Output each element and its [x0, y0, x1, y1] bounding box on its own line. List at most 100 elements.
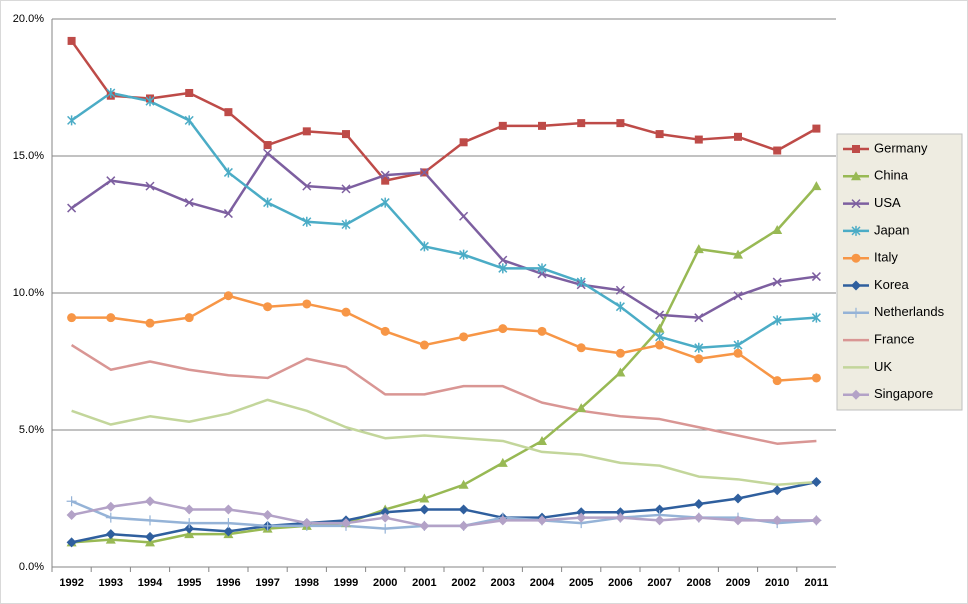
- marker: [301, 518, 312, 529]
- marker: [223, 526, 234, 537]
- marker: [419, 520, 430, 531]
- marker: [419, 504, 430, 515]
- series-line: [70, 91, 817, 350]
- marker: [380, 512, 391, 523]
- marker: [537, 326, 547, 336]
- marker: [145, 515, 155, 526]
- marker: [733, 515, 743, 526]
- x-tick-label: 2010: [765, 577, 789, 589]
- marker: [145, 318, 155, 328]
- marker: [655, 340, 665, 350]
- marker: [458, 520, 469, 531]
- marker: [537, 515, 547, 526]
- marker: [105, 529, 116, 540]
- marker: [538, 121, 546, 130]
- marker: [772, 485, 783, 496]
- marker: [851, 199, 861, 209]
- marker: [655, 130, 664, 139]
- x-tick-label: 1995: [177, 577, 201, 589]
- marker: [223, 504, 234, 515]
- marker: [458, 504, 469, 515]
- legend-label: Germany: [874, 140, 928, 155]
- marker: [615, 285, 625, 295]
- marker: [851, 225, 861, 236]
- marker: [772, 315, 782, 326]
- marker: [145, 96, 155, 107]
- marker: [811, 477, 822, 488]
- marker: [419, 340, 429, 350]
- x-tick-label: 2000: [373, 577, 397, 589]
- marker: [342, 130, 350, 139]
- marker: [772, 224, 783, 234]
- marker: [811, 373, 821, 383]
- x-tick-label: 2007: [647, 577, 671, 589]
- marker: [497, 457, 508, 467]
- marker: [577, 119, 586, 128]
- marker: [655, 331, 665, 342]
- marker: [615, 507, 626, 518]
- marker: [106, 87, 116, 98]
- marker: [694, 135, 703, 144]
- marker: [694, 354, 704, 364]
- marker: [616, 119, 625, 128]
- x-tick-label: 2009: [726, 577, 750, 589]
- marker: [263, 197, 273, 208]
- y-tick-label: 0.0%: [19, 561, 44, 573]
- marker: [615, 348, 625, 358]
- marker: [772, 515, 783, 526]
- marker: [811, 272, 821, 282]
- marker: [654, 515, 665, 526]
- marker: [145, 181, 155, 191]
- marker: [773, 146, 782, 155]
- marker: [419, 493, 430, 503]
- marker: [67, 36, 76, 45]
- marker: [302, 127, 311, 136]
- marker: [576, 277, 586, 288]
- marker: [537, 435, 547, 445]
- marker: [302, 299, 312, 309]
- marker: [302, 181, 312, 191]
- marker: [341, 219, 351, 230]
- marker: [184, 198, 194, 208]
- marker: [459, 138, 468, 147]
- marker: [66, 537, 77, 548]
- marker: [302, 216, 312, 227]
- marker: [576, 403, 587, 413]
- x-tick-label: 2001: [412, 577, 436, 589]
- marker: [145, 496, 155, 507]
- x-tick-label: 2002: [451, 577, 475, 589]
- y-tick-label: 15.0%: [13, 150, 44, 162]
- marker: [772, 376, 782, 386]
- marker: [498, 255, 508, 265]
- marker: [105, 512, 116, 523]
- marker: [576, 343, 586, 353]
- marker: [654, 504, 665, 515]
- marker: [262, 520, 273, 531]
- marker: [693, 244, 704, 254]
- x-tick-label: 1994: [138, 577, 163, 589]
- marker: [145, 531, 155, 542]
- marker: [772, 277, 782, 287]
- marker: [851, 171, 861, 181]
- marker: [223, 167, 233, 178]
- marker: [184, 523, 195, 534]
- legend-label: China: [874, 168, 909, 183]
- marker: [419, 241, 429, 252]
- y-tick-label: 5.0%: [19, 424, 44, 436]
- legend-label: Italy: [874, 250, 898, 265]
- marker: [224, 108, 233, 117]
- marker: [459, 211, 469, 221]
- marker: [615, 301, 625, 312]
- marker: [341, 307, 351, 317]
- marker: [615, 367, 626, 377]
- legend-label: Korea: [874, 277, 909, 292]
- legend-label: UK: [874, 359, 892, 374]
- legend: Germany China USA Japan Italy Korea Netherland…: [843, 140, 945, 401]
- marker: [576, 507, 587, 518]
- marker: [106, 313, 116, 323]
- marker: [851, 307, 861, 318]
- marker: [811, 515, 822, 526]
- series-line: [70, 40, 818, 182]
- marker: [263, 302, 273, 312]
- x-tick-label: 2003: [491, 577, 515, 589]
